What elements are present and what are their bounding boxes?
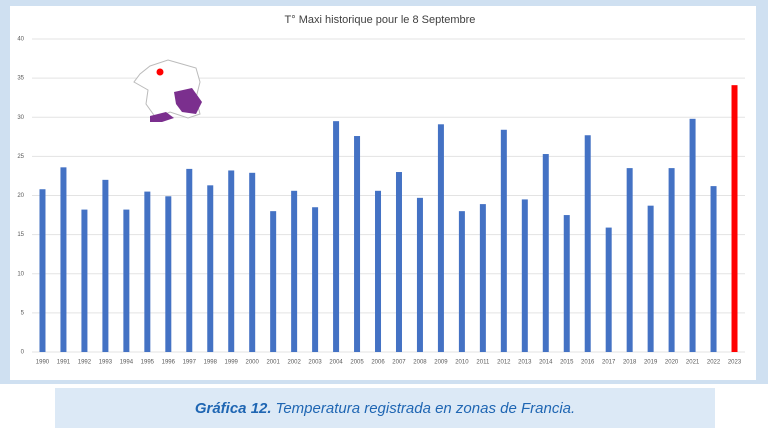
x-tick-label: 2019 bbox=[644, 360, 658, 366]
x-tick-label: 2004 bbox=[329, 360, 343, 366]
bar bbox=[500, 129, 507, 352]
x-tick-label: 1993 bbox=[99, 360, 113, 366]
x-tick-label: 2023 bbox=[728, 360, 742, 366]
x-tick-label: 2014 bbox=[539, 360, 553, 366]
bar bbox=[39, 189, 46, 352]
x-tick-label: 1996 bbox=[162, 360, 176, 366]
x-tick-label: 1999 bbox=[225, 360, 239, 366]
x-tick-label: 2005 bbox=[350, 360, 364, 366]
caption-text: Temperatura registrada en zonas de Franc… bbox=[275, 399, 576, 417]
bar bbox=[605, 227, 612, 352]
bar bbox=[354, 136, 361, 352]
y-tick-label: 40 bbox=[17, 37, 24, 43]
x-tick-label: 2002 bbox=[287, 360, 301, 366]
bar bbox=[395, 172, 402, 352]
caption: Gráfica 12. Temperatura registrada en zon… bbox=[55, 388, 715, 428]
bar bbox=[647, 205, 654, 352]
x-tick-label: 1998 bbox=[204, 360, 218, 366]
bar bbox=[249, 172, 256, 352]
x-tick-label: 2007 bbox=[392, 360, 406, 366]
y-tick-label: 0 bbox=[21, 350, 25, 356]
x-tick-label: 1990 bbox=[36, 360, 50, 366]
x-tick-label: 2021 bbox=[686, 360, 700, 366]
bar bbox=[626, 168, 633, 352]
y-tick-label: 20 bbox=[17, 193, 24, 199]
x-tick-label: 2022 bbox=[707, 360, 721, 366]
bar bbox=[584, 135, 591, 352]
france-map bbox=[133, 59, 202, 122]
y-tick-label: 35 bbox=[17, 76, 24, 82]
x-tick-label: 2016 bbox=[581, 360, 595, 366]
bar bbox=[228, 170, 235, 352]
caption-label: Gráfica 12. bbox=[194, 399, 272, 417]
x-tick-label: 1997 bbox=[183, 360, 197, 366]
bar bbox=[333, 121, 340, 352]
bar bbox=[123, 209, 130, 352]
bar bbox=[60, 167, 67, 352]
bar bbox=[102, 179, 109, 352]
bar bbox=[144, 191, 151, 352]
x-tick-label: 2017 bbox=[602, 360, 616, 366]
x-tick-label: 2011 bbox=[476, 360, 490, 366]
bar bbox=[375, 190, 382, 352]
bar bbox=[710, 186, 717, 352]
bar bbox=[81, 209, 88, 352]
bar bbox=[437, 124, 444, 352]
bar bbox=[458, 211, 465, 352]
chart-panel: T° Maxi historique pour le 8 Septembre 0… bbox=[10, 6, 756, 380]
bar bbox=[165, 196, 172, 352]
x-tick-label: 2020 bbox=[665, 360, 679, 366]
x-tick-label: 2015 bbox=[560, 360, 574, 366]
y-tick-label: 5 bbox=[21, 310, 25, 316]
x-tick-label: 1994 bbox=[120, 360, 134, 366]
y-tick-label: 10 bbox=[17, 271, 24, 277]
x-tick-label: 2003 bbox=[308, 360, 322, 366]
x-tick-label: 1992 bbox=[78, 360, 92, 366]
bar bbox=[563, 215, 570, 352]
x-tick-label: 2001 bbox=[266, 360, 280, 366]
bar bbox=[291, 190, 298, 352]
x-tick-label: 1995 bbox=[141, 360, 155, 366]
y-tick-label: 15 bbox=[17, 232, 24, 238]
bar bbox=[542, 154, 549, 352]
chart-title: T° Maxi historique pour le 8 Septembre bbox=[285, 14, 476, 26]
bar bbox=[668, 168, 675, 352]
bar bbox=[270, 211, 277, 352]
bar bbox=[207, 185, 214, 352]
bar bbox=[479, 204, 486, 352]
y-tick-label: 30 bbox=[17, 115, 24, 121]
chart: T° Maxi historique pour le 8 Septembre 0… bbox=[17, 14, 745, 366]
x-tick-label: 2018 bbox=[623, 360, 637, 366]
bar bbox=[312, 207, 319, 352]
x-tick-label: 2006 bbox=[371, 360, 385, 366]
bar bbox=[689, 118, 696, 352]
bar bbox=[186, 168, 193, 352]
bar bbox=[416, 197, 423, 352]
y-tick-label: 25 bbox=[17, 154, 24, 160]
bar bbox=[731, 85, 738, 352]
x-tick-label: 2013 bbox=[518, 360, 532, 366]
x-tick-label: 2012 bbox=[497, 360, 511, 366]
bar bbox=[521, 199, 528, 352]
x-tick-label: 2009 bbox=[434, 360, 448, 366]
x-tick-label: 2008 bbox=[413, 360, 427, 366]
x-tick-label: 1991 bbox=[57, 360, 71, 366]
x-tick-label: 2000 bbox=[246, 360, 260, 366]
x-tick-label: 2010 bbox=[455, 360, 469, 366]
